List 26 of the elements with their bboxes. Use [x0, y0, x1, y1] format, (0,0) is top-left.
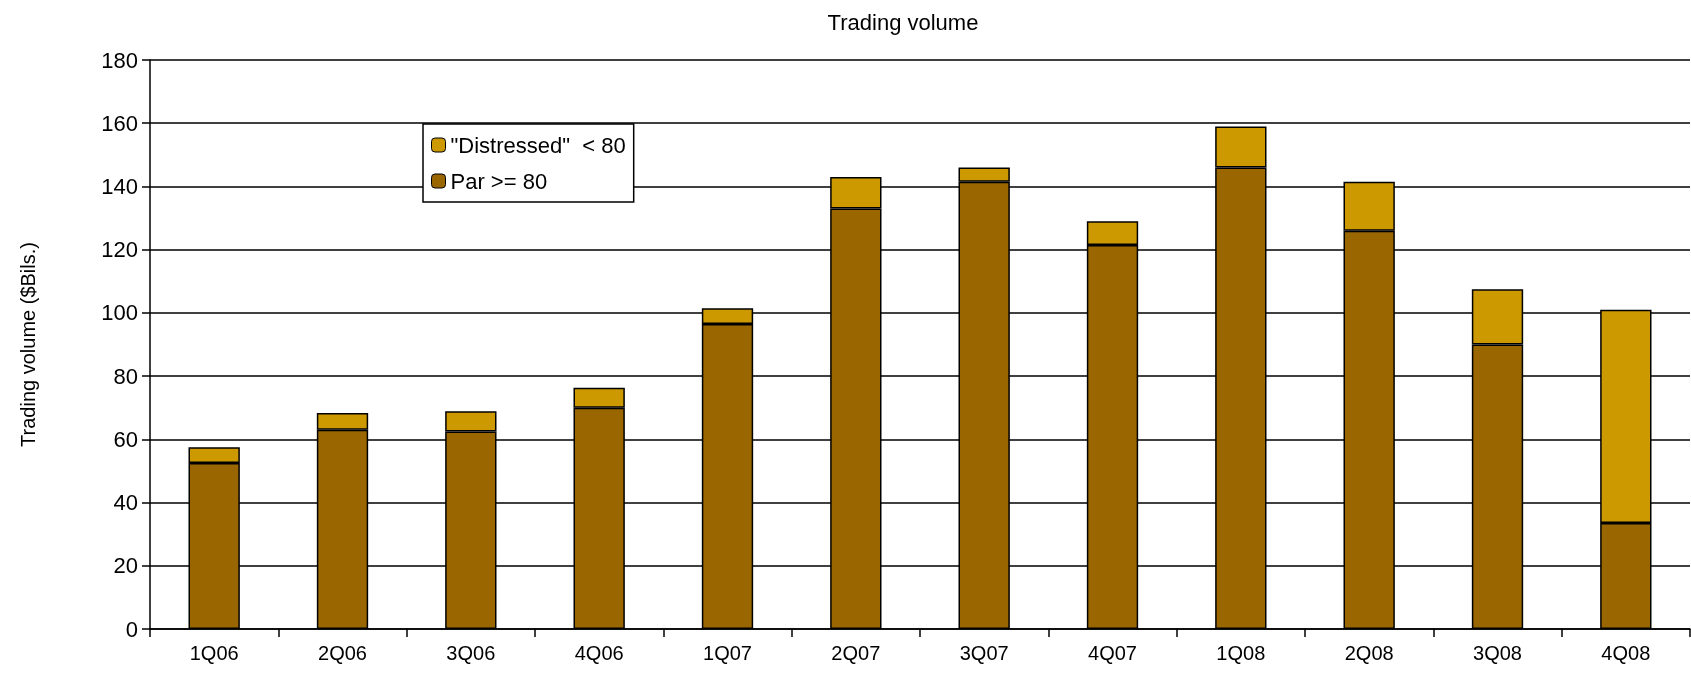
- x-tick-label: 1Q07: [703, 642, 752, 664]
- x-tick-label: 2Q06: [318, 642, 367, 664]
- y-tick-label: 80: [113, 363, 138, 389]
- y-tick-label: 20: [113, 553, 138, 579]
- y-tick-label: 100: [101, 300, 138, 326]
- x-tick-label: 3Q06: [446, 642, 496, 664]
- x-tick-label: 4Q07: [1088, 642, 1137, 664]
- x-tick-label: 4Q08: [1601, 642, 1651, 664]
- y-tick-label: 60: [113, 426, 138, 452]
- x-tick-label: 4Q06: [574, 642, 624, 664]
- x-tick-label: 1Q06: [189, 642, 239, 664]
- x-tick-label: 2Q07: [831, 642, 881, 664]
- y-tick-label: 160: [101, 110, 138, 136]
- x-tick-label: 3Q07: [959, 642, 1009, 664]
- legend-label: "Distressed" < 80: [450, 132, 626, 158]
- x-tick-label: 2Q08: [1344, 642, 1394, 664]
- x-tick-label: 1Q08: [1216, 642, 1266, 664]
- y-tick-label: 140: [101, 173, 138, 199]
- legend-label: Par >= 80: [450, 168, 548, 194]
- y-axis-title: Trading volume ($Bils.): [17, 242, 39, 447]
- y-tick-label: 120: [101, 237, 138, 263]
- y-tick-label: 40: [113, 490, 138, 516]
- y-tick-label: 0: [125, 616, 138, 642]
- y-tick-label: 180: [101, 47, 138, 73]
- x-tick-label: 3Q08: [1473, 642, 1522, 664]
- chart-title: Trading volume: [827, 9, 979, 35]
